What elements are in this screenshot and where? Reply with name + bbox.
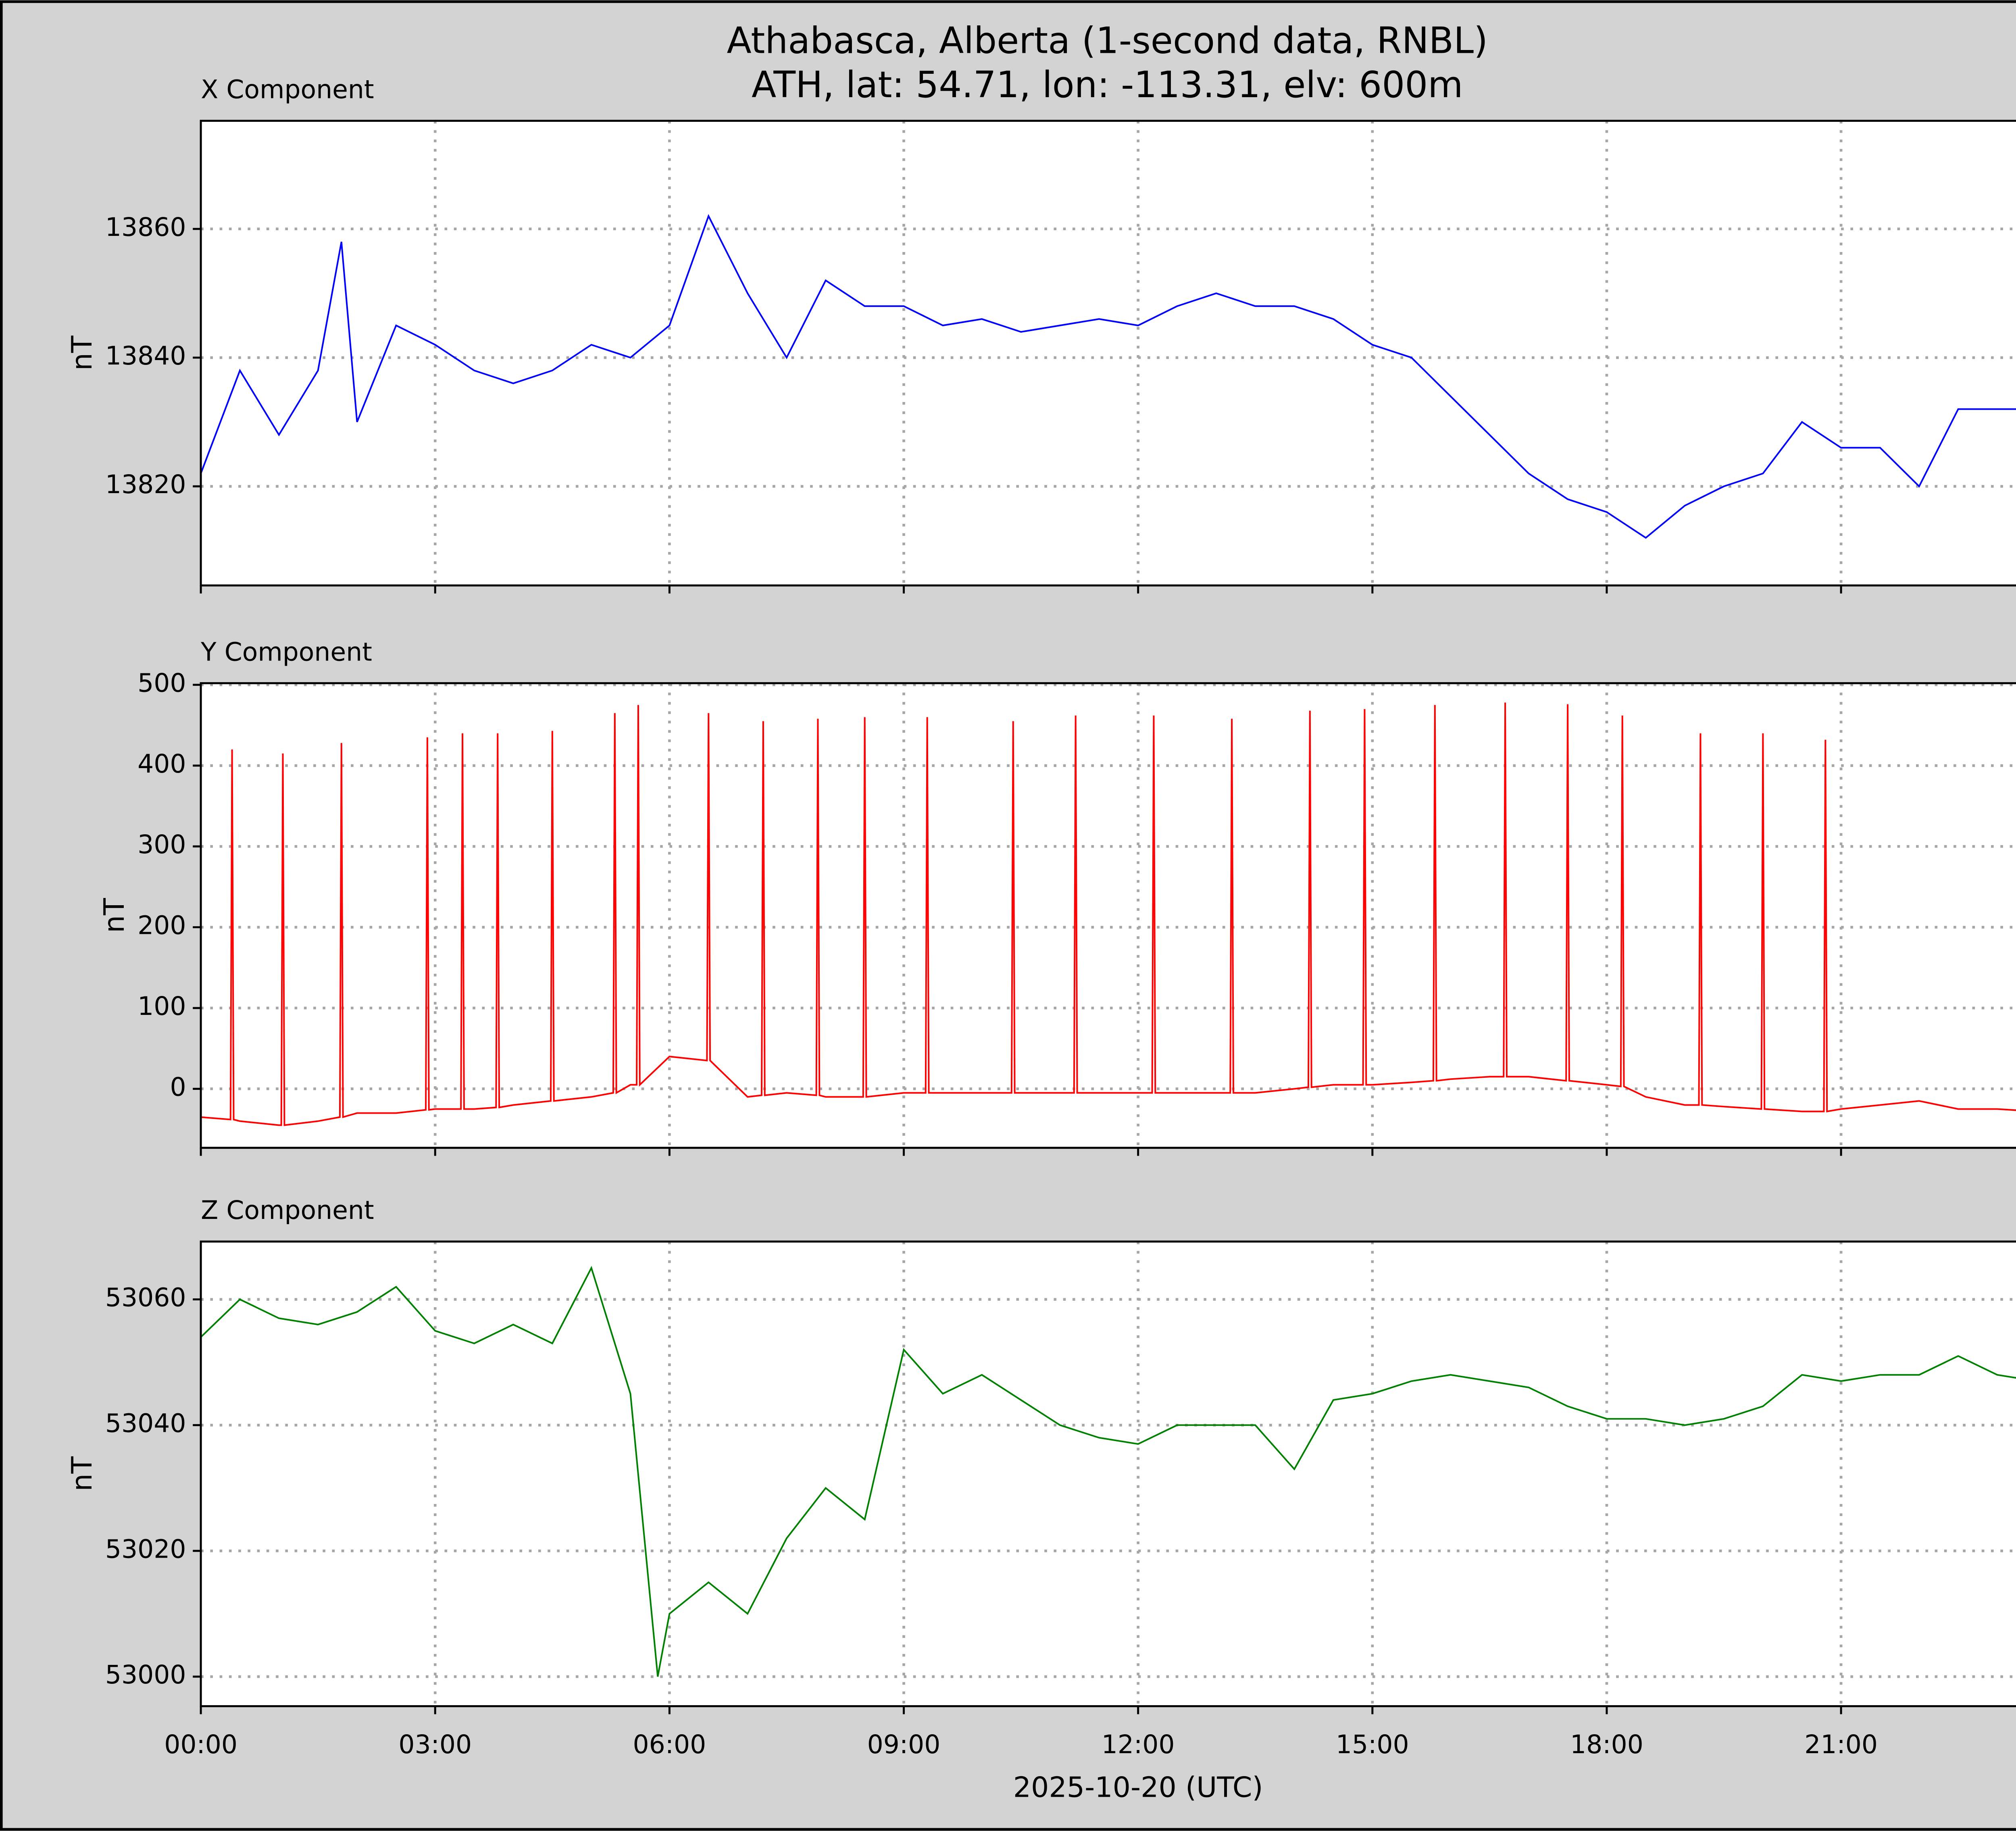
panel-title: X Component: [201, 75, 374, 104]
y-tick-label: 53040: [105, 1408, 186, 1438]
y-tick-label: 13820: [105, 469, 186, 499]
plot-area: [201, 683, 2016, 1148]
y-tick-label: 13840: [105, 341, 186, 371]
y-axis-label: nT: [66, 335, 98, 371]
plot-area: [201, 121, 2016, 585]
y-tick-label: 300: [137, 829, 186, 859]
y-tick-label: 53000: [105, 1660, 186, 1689]
x-tick-label: 06:00: [633, 1729, 706, 1759]
data-line: [201, 214, 2016, 539]
y-tick-label: 53020: [105, 1534, 186, 1564]
figure-subtitle: ATH, lat: 54.71, lon: -113.31, elv: 600m: [752, 64, 1463, 106]
panel-title: Y Component: [200, 637, 372, 667]
y-tick-label: 0: [170, 1072, 186, 1102]
y-tick-label: 200: [137, 910, 186, 940]
data-line: [201, 1266, 2016, 1677]
y-tick-label: 500: [137, 668, 186, 698]
x-tick-label: 09:00: [867, 1729, 941, 1759]
data-line: [201, 702, 2016, 1126]
plot-frame: [200, 682, 2016, 1149]
x-tick-label: 12:00: [1102, 1729, 1175, 1759]
x-axis-label: 2025-10-20 (UTC): [1013, 1771, 1263, 1804]
y-tick-label: 400: [137, 749, 186, 779]
x-tick-label: 00:00: [164, 1729, 237, 1759]
figure-title: Athabasca, Alberta (1-second data, RNBL): [727, 20, 1488, 62]
y-axis-label: nT: [66, 1456, 98, 1491]
y-axis-label: nT: [98, 898, 131, 933]
x-tick-label: 15:00: [1336, 1729, 1409, 1759]
plot-frame: [200, 120, 2016, 587]
panel: Z Component 00:00 03:00 06:00 09:00 12:00 15:0…: [66, 1195, 2016, 1804]
panel: Y Component 0 100 200 300 400 500 nT: [98, 637, 2016, 1156]
x-tick-label: 03:00: [398, 1729, 472, 1759]
x-tick-label: 21:00: [1804, 1729, 1878, 1759]
panel: X Component 13820 13840 13860 nT: [66, 75, 2016, 594]
plot-frame: [200, 1240, 2016, 1707]
plot-area: [201, 1241, 2016, 1706]
y-tick-label: 100: [137, 991, 186, 1021]
x-tick-label: 18:00: [1570, 1729, 1643, 1759]
y-tick-label: 53060: [105, 1283, 186, 1312]
y-tick-label: 13860: [105, 212, 186, 242]
panel-title: Z Component: [201, 1195, 374, 1225]
